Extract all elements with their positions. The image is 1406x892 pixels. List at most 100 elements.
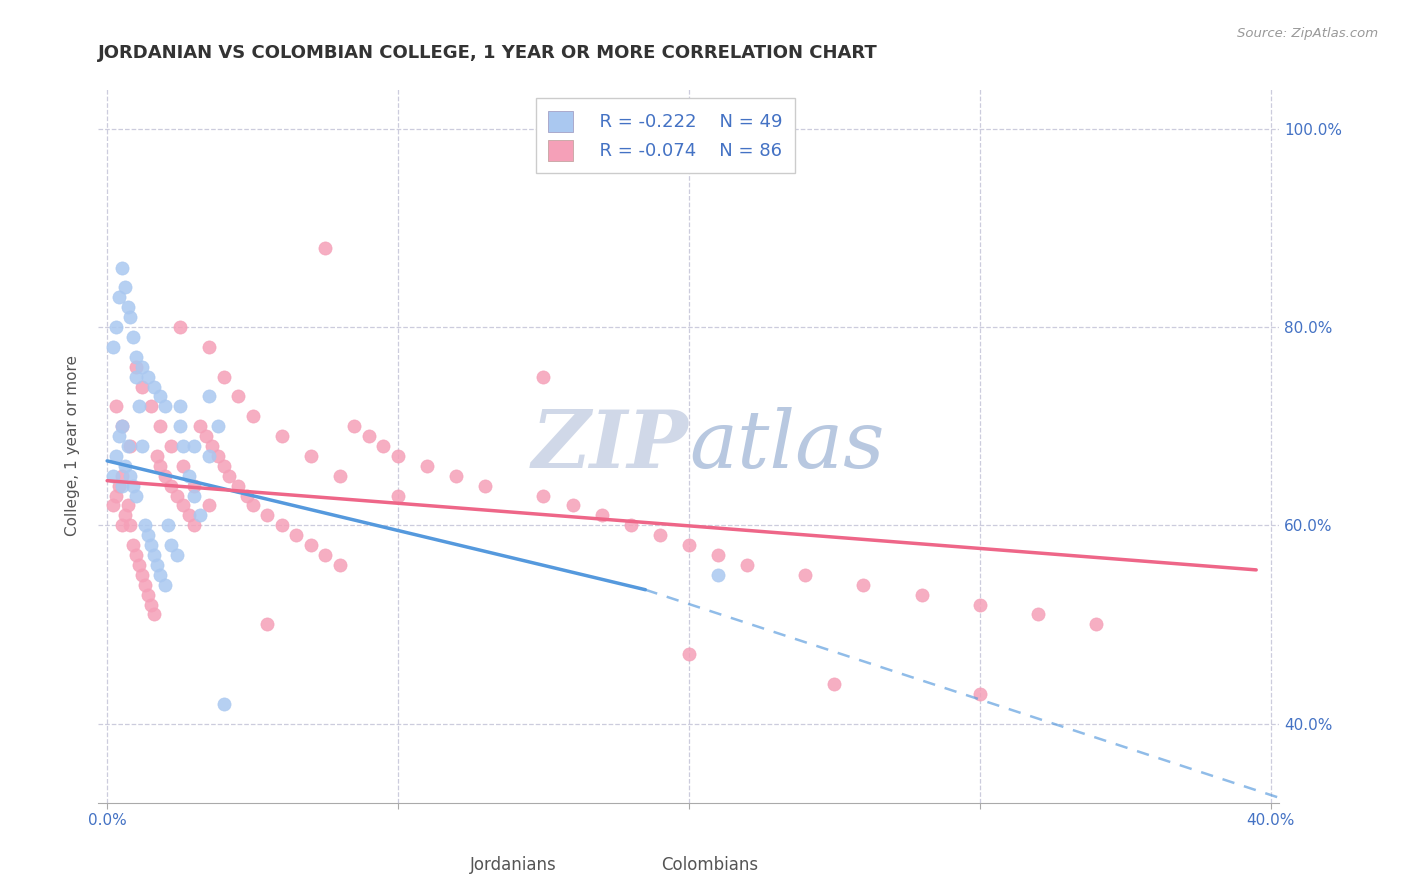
Point xyxy=(285,528,308,542)
Point xyxy=(120,518,142,533)
Point xyxy=(166,489,188,503)
Point xyxy=(207,449,229,463)
Point xyxy=(256,508,278,523)
Point xyxy=(226,478,249,492)
Point xyxy=(122,538,145,552)
Point xyxy=(188,508,211,523)
Point xyxy=(299,538,322,552)
Point xyxy=(270,429,292,443)
Point xyxy=(131,379,153,393)
Point xyxy=(201,439,224,453)
Point xyxy=(226,389,249,403)
Point xyxy=(172,499,194,513)
Point xyxy=(107,478,129,492)
Point xyxy=(198,340,221,354)
Point xyxy=(218,468,240,483)
Point xyxy=(155,400,177,414)
Point xyxy=(172,458,194,473)
Point xyxy=(416,458,439,473)
Point xyxy=(139,538,162,552)
Point xyxy=(117,499,139,513)
Point xyxy=(183,489,205,503)
Point xyxy=(117,439,139,453)
Point xyxy=(160,478,183,492)
Point xyxy=(142,379,165,393)
Point xyxy=(198,389,221,403)
Point xyxy=(561,499,583,513)
Point xyxy=(387,489,409,503)
Point xyxy=(104,489,127,503)
Point xyxy=(329,558,352,572)
Point xyxy=(148,419,170,434)
Point xyxy=(707,567,730,582)
Point xyxy=(117,300,139,314)
Point xyxy=(145,558,167,572)
Point xyxy=(299,449,322,463)
Point xyxy=(134,578,156,592)
Point xyxy=(104,320,127,334)
Point xyxy=(678,647,700,661)
Point xyxy=(823,677,845,691)
Point xyxy=(107,429,129,443)
Text: Colombians: Colombians xyxy=(661,855,759,873)
Point xyxy=(101,499,124,513)
Point xyxy=(707,548,730,562)
Point xyxy=(373,439,395,453)
Point xyxy=(104,449,127,463)
Point xyxy=(142,607,165,622)
Point xyxy=(125,359,148,374)
Point xyxy=(166,548,188,562)
Point xyxy=(444,468,467,483)
Text: Source: ZipAtlas.com: Source: ZipAtlas.com xyxy=(1237,27,1378,40)
Point xyxy=(169,320,191,334)
Point xyxy=(1085,617,1108,632)
Point xyxy=(120,468,142,483)
Point xyxy=(236,489,259,503)
Point xyxy=(111,468,134,483)
Point xyxy=(911,588,934,602)
Point xyxy=(314,548,336,562)
Point xyxy=(242,499,264,513)
Point xyxy=(160,538,183,552)
Point xyxy=(969,687,991,701)
Point xyxy=(533,369,555,384)
Point xyxy=(101,340,124,354)
Point xyxy=(794,567,817,582)
Point xyxy=(474,478,496,492)
Point xyxy=(155,578,177,592)
Point xyxy=(104,400,127,414)
Point xyxy=(648,528,671,542)
Point xyxy=(114,458,136,473)
Point xyxy=(242,409,264,424)
Point xyxy=(128,400,150,414)
Point xyxy=(155,468,177,483)
Point xyxy=(111,260,134,275)
Point xyxy=(114,508,136,523)
Point xyxy=(128,558,150,572)
Point xyxy=(157,518,180,533)
Legend:   R = -0.222    N = 49,   R = -0.074    N = 86: R = -0.222 N = 49, R = -0.074 N = 86 xyxy=(536,98,794,173)
Point xyxy=(198,449,221,463)
Point xyxy=(136,588,159,602)
Point xyxy=(678,538,700,552)
Point xyxy=(188,419,211,434)
Point xyxy=(131,567,153,582)
Point xyxy=(183,518,205,533)
Point xyxy=(343,419,366,434)
Point xyxy=(169,419,191,434)
Point xyxy=(183,439,205,453)
Point xyxy=(114,280,136,294)
Text: Jordanians: Jordanians xyxy=(470,855,557,873)
Point xyxy=(212,697,235,711)
Point xyxy=(256,617,278,632)
Text: ZIP: ZIP xyxy=(531,408,689,484)
Point xyxy=(172,439,194,453)
Text: atlas: atlas xyxy=(689,408,884,484)
Point xyxy=(357,429,380,443)
Point xyxy=(142,548,165,562)
Point xyxy=(1026,607,1049,622)
Point xyxy=(125,369,148,384)
Point xyxy=(136,369,159,384)
Point xyxy=(195,429,218,443)
Point xyxy=(125,489,148,503)
